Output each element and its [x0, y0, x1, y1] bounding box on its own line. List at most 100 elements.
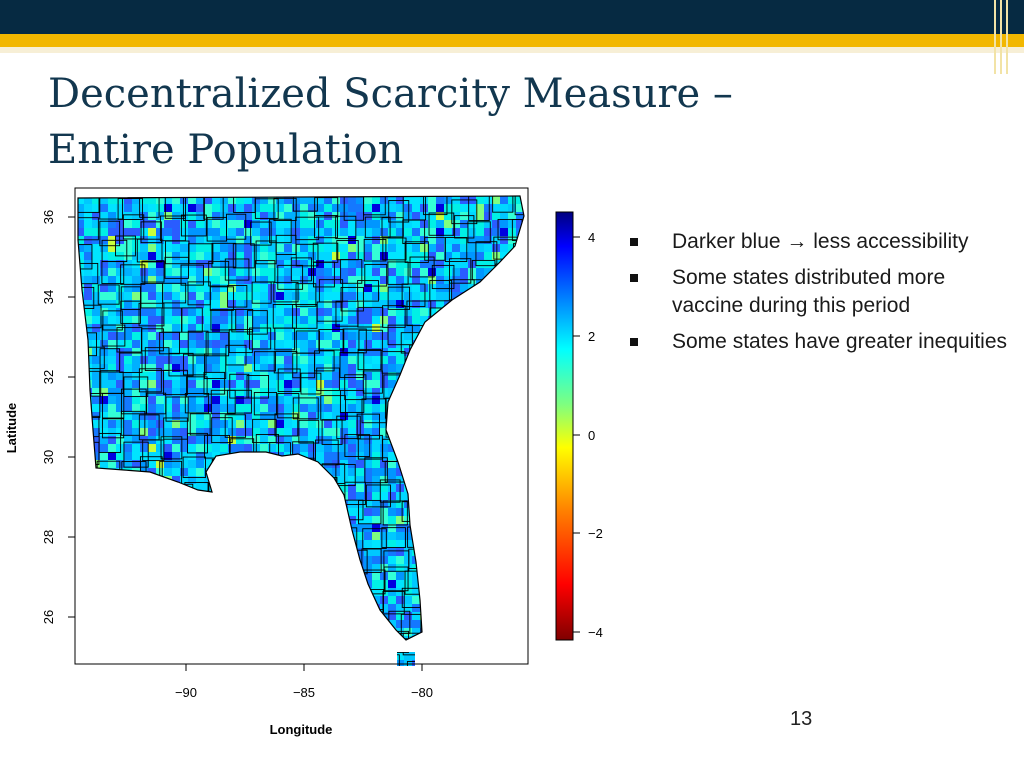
county-cell — [380, 508, 388, 516]
county-cell — [524, 284, 532, 292]
county-cell — [388, 444, 396, 452]
county-cell — [420, 244, 428, 252]
county-cell — [340, 380, 348, 388]
county-cell — [284, 244, 292, 252]
county-cell — [460, 468, 468, 476]
county-cell — [404, 348, 412, 356]
county-boundary — [316, 301, 343, 322]
county-cell — [516, 372, 524, 380]
county-cell — [212, 372, 220, 380]
county-cell — [164, 284, 172, 292]
county-cell — [356, 500, 364, 508]
county-cell — [84, 404, 92, 412]
county-cell — [492, 452, 500, 460]
county-cell — [196, 236, 204, 244]
county-cell — [484, 420, 492, 428]
county-cell — [244, 220, 252, 228]
county-cell — [100, 356, 108, 364]
county-boundary — [190, 610, 216, 634]
county-cell — [476, 372, 484, 380]
county-cell — [132, 356, 140, 364]
county-cell — [476, 228, 484, 236]
y-tick-label: 26 — [41, 610, 56, 624]
county-cell — [260, 308, 268, 316]
county-cell — [284, 476, 292, 484]
county-cell — [92, 548, 100, 556]
county-cell — [108, 500, 116, 508]
county-boundary — [141, 328, 164, 352]
county-cell — [220, 540, 228, 548]
county-cell — [468, 340, 476, 348]
county-cell — [252, 444, 260, 452]
county-cell — [340, 220, 348, 228]
county-cell — [396, 660, 404, 666]
county-boundary — [362, 370, 383, 394]
county-cell — [444, 252, 452, 260]
county-boundary — [342, 592, 368, 614]
county-cell — [204, 532, 212, 540]
county-cell — [284, 444, 292, 452]
county-cell — [196, 244, 204, 252]
county-cell — [396, 260, 404, 268]
county-cell — [116, 460, 124, 468]
county-cell — [212, 532, 220, 540]
county-cell — [92, 292, 100, 300]
county-cell — [316, 500, 324, 508]
county-cell — [116, 228, 124, 236]
county-cell — [428, 660, 436, 666]
county-cell — [268, 628, 276, 636]
county-cell — [204, 636, 212, 644]
bullet-list: Darker blue → less accessibility Some st… — [630, 228, 1010, 364]
county-cell — [340, 500, 348, 508]
county-cell — [180, 516, 188, 524]
county-cell — [356, 468, 364, 476]
county-cell — [268, 316, 276, 324]
county-cell — [516, 484, 524, 492]
county-cell — [508, 548, 516, 556]
county-boundary — [122, 214, 145, 240]
county-cell — [316, 428, 324, 436]
county-cell — [212, 492, 220, 500]
county-cell — [412, 388, 420, 396]
county-cell — [84, 660, 92, 666]
county-cell — [364, 524, 372, 532]
county-cell — [348, 412, 356, 420]
county-cell — [372, 460, 380, 468]
county-cell — [92, 428, 100, 436]
county-cell — [468, 588, 476, 596]
county-cell — [188, 660, 196, 666]
county-cell — [220, 500, 228, 508]
county-cell — [444, 460, 452, 468]
county-cell — [204, 348, 212, 356]
county-cell — [420, 268, 428, 276]
county-cell — [388, 300, 396, 308]
county-cell — [388, 604, 396, 612]
county-cell — [396, 460, 404, 468]
county-cell — [364, 636, 372, 644]
county-cell — [108, 540, 116, 548]
county-cell — [492, 596, 500, 604]
county-cell — [204, 572, 212, 580]
county-cell — [124, 276, 132, 284]
county-cell — [316, 404, 324, 412]
county-cell — [324, 388, 332, 396]
county-cell — [172, 564, 180, 572]
county-cell — [188, 612, 196, 620]
county-cell — [92, 556, 100, 564]
county-cell — [236, 364, 244, 372]
county-cell — [228, 484, 236, 492]
county-cell — [372, 444, 380, 452]
county-cell — [268, 308, 276, 316]
county-cell — [516, 404, 524, 412]
county-cell — [444, 276, 452, 284]
county-cell — [84, 260, 92, 268]
county-cell — [340, 276, 348, 284]
county-cell — [300, 404, 308, 412]
county-cell — [156, 348, 164, 356]
county-cell — [252, 356, 260, 364]
county-cell — [220, 452, 228, 460]
county-cell — [500, 252, 508, 260]
county-cell — [324, 220, 332, 228]
county-cell — [428, 268, 436, 276]
county-cell — [340, 452, 348, 460]
